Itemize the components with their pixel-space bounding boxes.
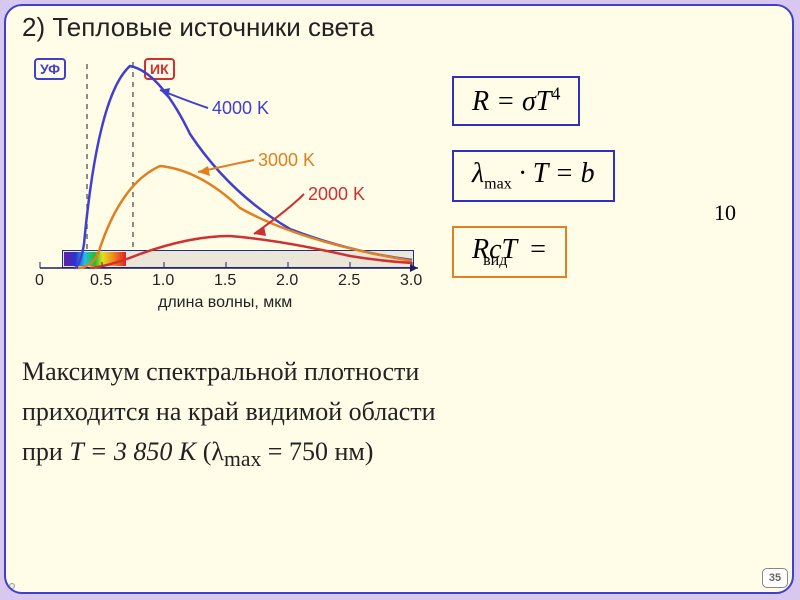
formula-sb-text: R = σT4 <box>472 86 560 117</box>
x-axis-label: длина волны, мкм <box>158 294 292 312</box>
xtick-2: 1.0 <box>152 272 174 290</box>
section-title: 2) Тепловые источники света <box>22 12 374 43</box>
body-line-2: приходится на край видимой области <box>22 392 772 432</box>
xtick-6: 3.0 <box>400 272 422 290</box>
blackbody-chart: УФ ИК <box>20 54 430 314</box>
page-number-badge: 35 <box>762 568 788 588</box>
formula-wien-text: λmax · T = b <box>472 158 595 189</box>
series-label-3000k: 3000 K <box>258 150 315 171</box>
corner-dot-icon <box>9 583 15 589</box>
formula-block: R = σT4 λmax · T = b RсTвид = <box>452 76 762 302</box>
xtick-4: 2.0 <box>276 272 298 290</box>
xtick-3: 1.5 <box>214 272 236 290</box>
formula-third-text: RсTвид = <box>472 234 547 265</box>
xtick-0: 0 <box>35 272 44 290</box>
formula-third: RсTвид = <box>452 226 567 278</box>
body-line-1: Максимум спектральной плотности <box>22 352 772 392</box>
xtick-1: 0.5 <box>90 272 112 290</box>
series-label-2000k: 2000 K <box>308 184 365 205</box>
formula-wien: λmax · T = b <box>452 150 615 202</box>
formula-extra-ten: 10 <box>714 200 736 226</box>
formula-stefan-boltzmann: R = σT4 <box>452 76 580 126</box>
body-line-3: при T = 3 850 K (λmax = 750 нм) <box>22 432 772 477</box>
xtick-5: 2.5 <box>338 272 360 290</box>
series-label-4000k: 4000 K <box>212 98 269 119</box>
